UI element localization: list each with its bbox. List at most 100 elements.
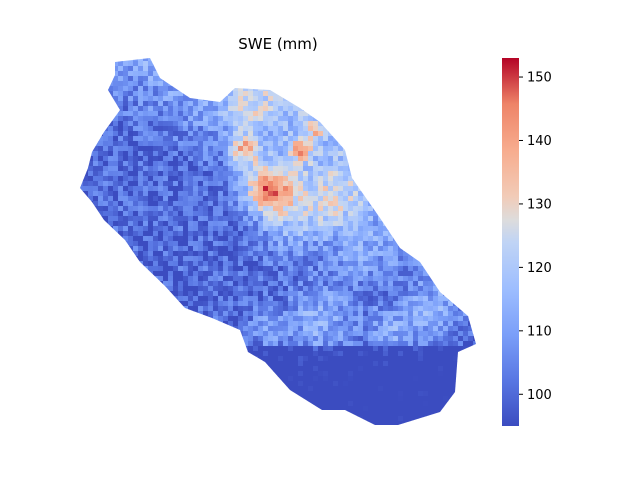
heatmap-cell: [463, 271, 469, 277]
heatmap-cell: [258, 236, 264, 242]
heatmap-cell: [388, 181, 394, 187]
heatmap-cell: [473, 346, 476, 352]
heatmap-cell: [268, 311, 274, 317]
heatmap-cell: [468, 236, 474, 242]
heatmap-cell: [183, 221, 189, 227]
heatmap-cell: [108, 301, 114, 307]
heatmap-cell: [178, 66, 184, 72]
heatmap-cell: [308, 131, 314, 137]
heatmap-cell: [473, 246, 476, 252]
heatmap-cell: [428, 66, 434, 72]
heatmap-cell: [368, 156, 374, 162]
heatmap-cell: [193, 156, 199, 162]
heatmap-cell: [293, 261, 299, 267]
heatmap-cell: [423, 351, 429, 357]
heatmap-cell: [468, 321, 474, 327]
heatmap-cell: [428, 126, 434, 132]
heatmap-cell: [283, 356, 289, 362]
heatmap-cell: [268, 126, 274, 132]
heatmap-cell: [288, 96, 294, 102]
heatmap-cell: [143, 241, 149, 247]
heatmap-cell: [148, 181, 154, 187]
heatmap-cell: [178, 221, 184, 227]
heatmap-cell: [283, 271, 289, 277]
heatmap-cell: [243, 271, 249, 277]
heatmap-cell: [203, 301, 209, 307]
heatmap-cell: [348, 96, 354, 102]
heatmap-cell: [253, 216, 259, 222]
heatmap-cell: [128, 261, 134, 267]
heatmap-cell: [473, 186, 476, 192]
heatmap-cell: [168, 166, 174, 172]
heatmap-cell: [403, 91, 409, 97]
heatmap-cell: [188, 106, 194, 112]
heatmap-cell: [458, 116, 464, 122]
heatmap-cell: [338, 281, 344, 287]
heatmap-cell: [433, 226, 439, 232]
heatmap-cell: [408, 61, 414, 67]
heatmap-cell: [93, 351, 99, 357]
heatmap-cell: [368, 201, 374, 207]
heatmap-cell: [223, 256, 229, 262]
heatmap-cell: [208, 61, 214, 67]
heatmap-cell: [338, 61, 344, 67]
heatmap-cell: [453, 226, 459, 232]
heatmap-cell: [103, 61, 109, 67]
heatmap-cell: [163, 236, 169, 242]
heatmap-cell: [93, 246, 99, 252]
heatmap-cell: [258, 81, 264, 87]
heatmap-cell: [103, 71, 109, 77]
heatmap-cell: [228, 136, 234, 142]
heatmap-cell: [303, 306, 309, 312]
heatmap-cell: [158, 286, 164, 292]
heatmap-cell: [173, 126, 179, 132]
heatmap-cell: [158, 291, 164, 297]
heatmap-cell: [313, 326, 319, 332]
heatmap-cell: [223, 146, 229, 152]
heatmap-cell: [103, 291, 109, 297]
heatmap-cell: [448, 256, 454, 262]
heatmap-cell: [363, 76, 369, 82]
heatmap-cell: [143, 126, 149, 132]
heatmap-cell: [478, 176, 483, 181]
heatmap-cell: [463, 66, 469, 72]
heatmap-cell: [323, 216, 329, 222]
heatmap-cell: [113, 116, 119, 122]
heatmap-cell: [458, 166, 464, 172]
heatmap-cell: [238, 276, 244, 282]
heatmap-cell: [428, 306, 434, 312]
heatmap-cell: [293, 141, 299, 147]
heatmap-cell: [198, 236, 204, 242]
heatmap-cell: [403, 161, 409, 167]
heatmap-cell: [388, 316, 394, 322]
heatmap-cell: [358, 76, 364, 82]
heatmap-cell: [393, 131, 399, 137]
heatmap-cell: [138, 351, 144, 357]
heatmap-cell: [238, 116, 244, 122]
heatmap-cell: [238, 106, 244, 112]
heatmap-cell: [363, 216, 369, 222]
heatmap-cell: [108, 136, 114, 142]
heatmap-cell: [143, 171, 149, 177]
heatmap-cell: [473, 311, 476, 317]
heatmap-cell: [313, 176, 319, 182]
heatmap-cell: [203, 241, 209, 247]
heatmap-cell: [308, 326, 314, 332]
heatmap-cell: [168, 116, 174, 122]
heatmap-cell: [98, 271, 104, 277]
heatmap-cell: [283, 131, 289, 137]
heatmap-cell: [188, 231, 194, 237]
heatmap-cell: [213, 271, 219, 277]
heatmap-cell: [463, 306, 469, 312]
heatmap-cell: [403, 111, 409, 117]
heatmap-cell: [178, 356, 184, 362]
heatmap-cell: [228, 321, 234, 327]
heatmap-cell: [273, 106, 279, 112]
heatmap-cell: [393, 306, 399, 312]
heatmap-cell: [423, 306, 429, 312]
heatmap-cell: [393, 161, 399, 167]
heatmap-cell: [463, 226, 469, 232]
heatmap-cell: [208, 361, 214, 367]
heatmap-cell: [213, 316, 219, 322]
heatmap-cell: [303, 276, 309, 282]
